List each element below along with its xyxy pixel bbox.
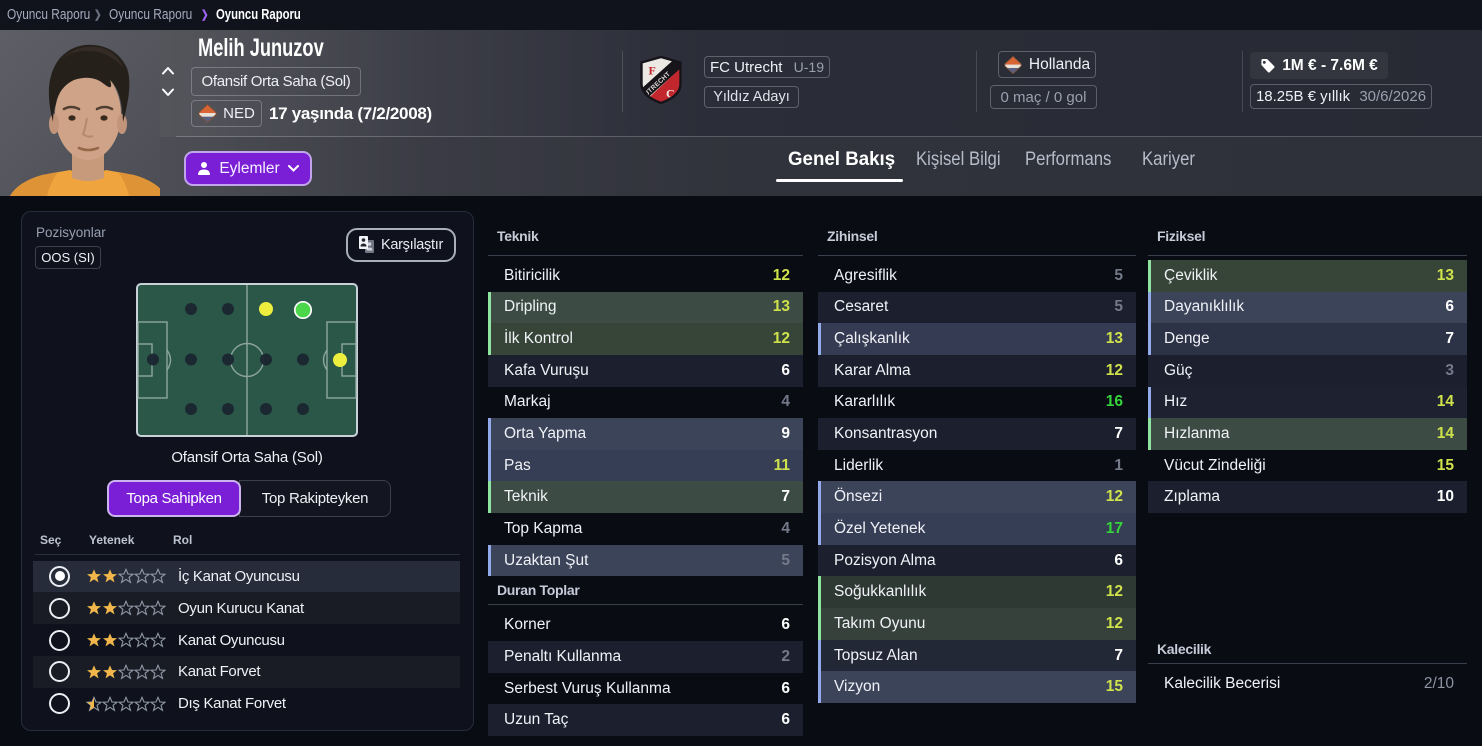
svg-text:C: C <box>666 87 675 101</box>
svg-text:F: F <box>649 64 656 78</box>
